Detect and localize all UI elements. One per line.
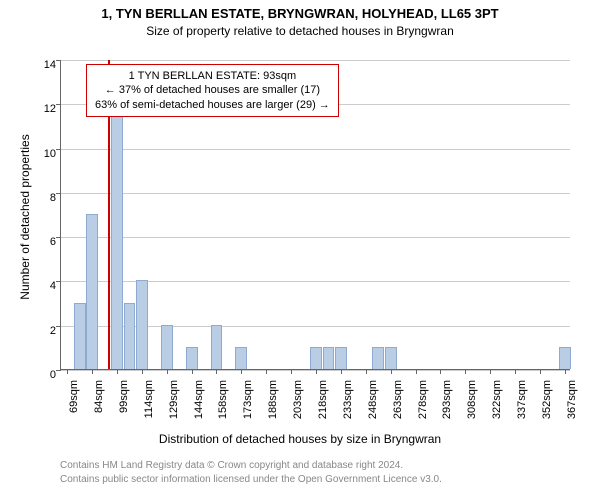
histogram-bar <box>74 303 86 369</box>
xtick-label: 352sqm <box>541 380 553 430</box>
ytick-mark <box>56 281 61 282</box>
xtick-mark <box>241 369 242 374</box>
ytick-label: 12 <box>36 103 56 115</box>
xtick-label: 84sqm <box>93 380 105 430</box>
histogram-bar <box>385 347 397 369</box>
ytick-label: 6 <box>36 236 56 248</box>
ytick-label: 2 <box>36 325 56 337</box>
xtick-mark <box>416 369 417 374</box>
histogram-bar <box>310 347 322 369</box>
ytick-mark <box>56 149 61 150</box>
xtick-mark <box>540 369 541 374</box>
xtick-label: 263sqm <box>392 380 404 430</box>
xtick-label: 337sqm <box>516 380 528 430</box>
histogram-bar <box>372 347 384 369</box>
xtick-mark <box>291 369 292 374</box>
annotation-box: 1 TYN BERLLAN ESTATE: 93sqm ← 37% of det… <box>86 64 339 117</box>
xtick-mark <box>341 369 342 374</box>
xtick-mark <box>316 369 317 374</box>
histogram-bar <box>235 347 247 369</box>
histogram-bar <box>186 347 198 369</box>
annotation-line2: ← 37% of detached houses are smaller (17… <box>95 83 330 97</box>
histogram-bar <box>111 103 123 369</box>
footer-line-2: Contains public sector information licen… <box>60 474 442 485</box>
xtick-label: 114sqm <box>143 380 155 430</box>
ytick-mark <box>56 237 61 238</box>
xtick-mark <box>565 369 566 374</box>
annotation-line1: 1 TYN BERLLAN ESTATE: 93sqm <box>95 69 330 83</box>
xtick-label: 278sqm <box>417 380 429 430</box>
xtick-label: 308sqm <box>466 380 478 430</box>
xtick-mark <box>92 369 93 374</box>
ytick-label: 0 <box>36 369 56 381</box>
xtick-label: 144sqm <box>193 380 205 430</box>
ytick-label: 4 <box>36 280 56 292</box>
gridline <box>61 149 570 150</box>
xtick-mark <box>266 369 267 374</box>
ytick-mark <box>56 60 61 61</box>
footer-line-1: Contains HM Land Registry data © Crown c… <box>60 460 403 471</box>
ytick-label: 10 <box>36 148 56 160</box>
y-axis-label: Number of detached properties <box>18 117 32 317</box>
xtick-label: 367sqm <box>566 380 578 430</box>
xtick-label: 129sqm <box>168 380 180 430</box>
xtick-mark <box>167 369 168 374</box>
gridline <box>61 60 570 61</box>
xtick-label: 158sqm <box>217 380 229 430</box>
xtick-mark <box>67 369 68 374</box>
xtick-mark <box>465 369 466 374</box>
histogram-bar <box>136 280 148 369</box>
annotation-line3: 63% of semi-detached houses are larger (… <box>95 98 330 112</box>
chart-subtitle: Size of property relative to detached ho… <box>0 24 600 38</box>
xtick-mark <box>391 369 392 374</box>
ytick-mark <box>56 370 61 371</box>
xtick-label: 203sqm <box>292 380 304 430</box>
xtick-label: 248sqm <box>367 380 379 430</box>
xtick-label: 322sqm <box>491 380 503 430</box>
xtick-mark <box>515 369 516 374</box>
ytick-label: 14 <box>36 59 56 71</box>
histogram-bar <box>86 214 98 369</box>
xtick-mark <box>490 369 491 374</box>
xtick-label: 69sqm <box>68 380 80 430</box>
histogram-bar <box>211 325 223 369</box>
xtick-mark <box>440 369 441 374</box>
histogram-bar <box>559 347 571 369</box>
xtick-label: 99sqm <box>118 380 130 430</box>
ytick-mark <box>56 193 61 194</box>
chart-title: 1, TYN BERLLAN ESTATE, BRYNGWRAN, HOLYHE… <box>0 6 600 21</box>
xtick-label: 233sqm <box>342 380 354 430</box>
histogram-bar <box>323 347 335 369</box>
ytick-mark <box>56 326 61 327</box>
xtick-label: 218sqm <box>317 380 329 430</box>
xtick-label: 293sqm <box>441 380 453 430</box>
xtick-mark <box>142 369 143 374</box>
x-axis-label: Distribution of detached houses by size … <box>0 432 600 446</box>
xtick-mark <box>216 369 217 374</box>
histogram-bar <box>161 325 173 369</box>
xtick-mark <box>366 369 367 374</box>
gridline <box>61 193 570 194</box>
xtick-mark <box>192 369 193 374</box>
histogram-bar <box>124 303 136 369</box>
histogram-bar <box>335 347 347 369</box>
ytick-mark <box>56 104 61 105</box>
xtick-mark <box>117 369 118 374</box>
ytick-label: 8 <box>36 192 56 204</box>
xtick-label: 173sqm <box>242 380 254 430</box>
xtick-label: 188sqm <box>267 380 279 430</box>
gridline <box>61 237 570 238</box>
